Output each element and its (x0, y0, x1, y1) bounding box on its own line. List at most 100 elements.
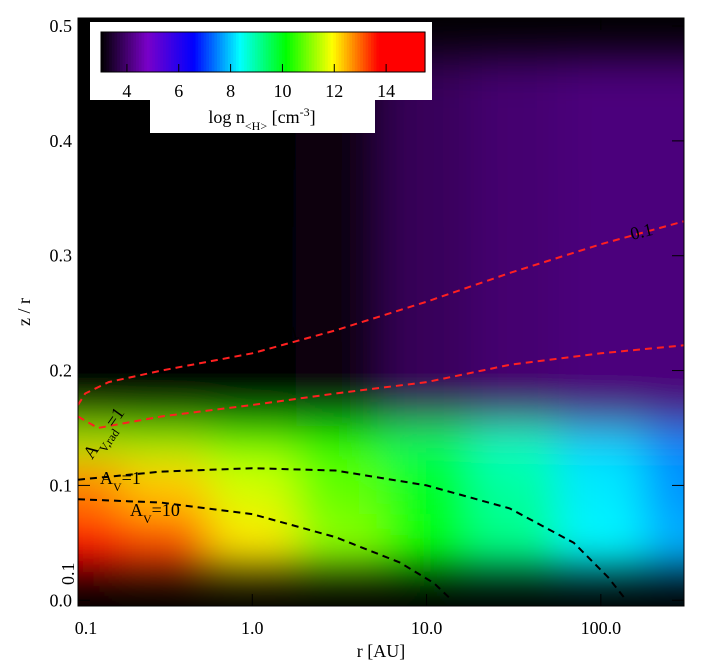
colorbar-swatch (230, 32, 234, 72)
colorbar-swatch (171, 32, 175, 72)
colorbar-swatch (149, 32, 153, 72)
colorbar-swatch (346, 32, 350, 72)
colorbar-swatch (249, 32, 253, 72)
colorbar-swatch (233, 32, 237, 72)
colorbar-swatch (279, 32, 283, 72)
x-tick-label: 100.0 (581, 618, 622, 638)
colorbar-swatch (211, 32, 215, 72)
colorbar-swatch (117, 32, 121, 72)
colorbar-swatch (257, 32, 261, 72)
field-cell (644, 514, 684, 572)
y-tick-label: 0.4 (50, 131, 73, 151)
colorbar-tick-label: 8 (226, 81, 235, 101)
colorbar-swatch (298, 32, 302, 72)
label-part: [cm (267, 107, 299, 127)
y-tick-label: 0.2 (50, 361, 73, 381)
label-part: V (143, 512, 152, 526)
x-tick-label: 10.0 (411, 618, 443, 638)
colorbar-swatch (300, 32, 305, 72)
contour-line (78, 467, 628, 601)
contour-label: AV=1 (100, 468, 141, 494)
colorbar-swatch (165, 32, 170, 72)
colorbar-swatch (176, 32, 180, 72)
colorbar-swatch (287, 32, 291, 72)
colorbar-title: log n<H> [cm-3] (208, 105, 315, 133)
field-cell (644, 54, 684, 427)
colorbar-swatch (325, 32, 329, 72)
colorbar-swatch (157, 32, 161, 72)
field-cell (296, 456, 384, 515)
colorbar-swatch (317, 32, 321, 72)
colorbar-swatch (254, 32, 259, 72)
colorbar-swatch (387, 32, 391, 72)
colorbar-swatch (241, 32, 245, 72)
colorbar-swatch (419, 32, 423, 72)
colorbar-swatch (371, 32, 375, 72)
colorbar-swatch (408, 32, 413, 72)
colorbar-swatch (163, 32, 167, 72)
colorbar-swatch (389, 32, 394, 72)
colorbar-swatch (333, 32, 337, 72)
colorbar-swatch (268, 32, 272, 72)
colorbar-swatch (246, 32, 251, 72)
label-part: log n (208, 107, 245, 127)
colorbar-swatch (122, 32, 126, 72)
colorbar-swatch (130, 32, 134, 72)
colorbar-swatch (273, 32, 278, 72)
colorbar-swatch (400, 32, 404, 72)
colorbar-swatch (103, 32, 107, 72)
label-part: A (130, 500, 143, 520)
field-cell (209, 456, 297, 515)
contour-line (78, 220, 684, 406)
colorbar-swatch (168, 32, 172, 72)
colorbar-swatch (203, 32, 207, 72)
label-part: =10 (152, 500, 180, 520)
colorbar-swatch (263, 32, 267, 72)
colorbar-tick-label: 12 (325, 81, 343, 101)
colorbar-swatch (133, 32, 137, 72)
colorbar-swatch (265, 32, 269, 72)
colorbar-swatch (357, 32, 361, 72)
colorbar-swatch (152, 32, 156, 72)
field-cell (209, 514, 297, 572)
colorbar-swatch (225, 32, 229, 72)
colorbar-swatch (341, 32, 345, 72)
field-cell (557, 54, 645, 427)
colorbar-swatch (217, 32, 221, 72)
colorbar-swatch (106, 32, 110, 72)
colorbar-swatch (365, 32, 369, 72)
y-tick-label: 0.0 (50, 590, 73, 610)
colorbar-swatch (368, 32, 372, 72)
label-part: A (100, 468, 113, 488)
y-tick-label: 0.3 (50, 246, 73, 266)
colorbar-tick-label: 14 (377, 81, 395, 101)
label-part: -3 (300, 105, 310, 119)
colorbar-swatch (190, 32, 194, 72)
colorbar-swatch (276, 32, 280, 72)
colorbar-swatch (260, 32, 264, 72)
colorbar-tick-label: 6 (174, 81, 183, 101)
colorbar-swatch (144, 32, 148, 72)
colorbar-swatch (416, 32, 421, 72)
field-cell (122, 514, 210, 572)
colorbar-swatch (128, 32, 132, 72)
colorbar-swatch (271, 32, 275, 72)
colorbar-swatch (214, 32, 218, 72)
colorbar-swatch (327, 32, 332, 72)
colorbar-swatch (295, 32, 299, 72)
colorbar-swatch (114, 32, 118, 72)
annotations: 0.10.1AV,rad=10.1AV=1AV=10 (58, 219, 655, 585)
colorbar-swatch (373, 32, 377, 72)
colorbar-swatch (238, 32, 242, 72)
colorbar-swatch (138, 32, 143, 72)
colorbar-swatch (281, 32, 286, 72)
colorbar-swatch (422, 32, 426, 72)
field-cell (470, 456, 558, 515)
colorbar-swatch (252, 32, 256, 72)
field-cell (470, 514, 558, 572)
colorbar-swatch (179, 32, 183, 72)
colorbar-swatch (227, 32, 232, 72)
colorbar-swatch (111, 32, 116, 72)
field-cell (557, 514, 645, 572)
field-cell (383, 514, 471, 572)
